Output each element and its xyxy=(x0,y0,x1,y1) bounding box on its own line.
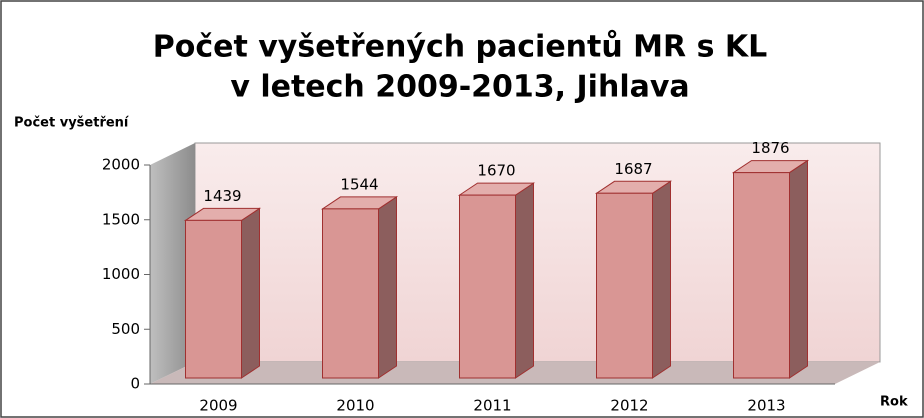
bar-front xyxy=(459,194,516,379)
data-label: 1439 xyxy=(203,187,241,205)
bar-side xyxy=(789,159,808,379)
y-tick-label: 500 xyxy=(111,320,140,338)
x-tick-label: 2010 xyxy=(336,397,374,415)
bar-side xyxy=(652,180,671,379)
bar-side xyxy=(515,182,534,379)
bar xyxy=(594,180,673,379)
data-label: 1876 xyxy=(751,139,789,157)
bar xyxy=(457,182,536,379)
bar xyxy=(183,207,262,379)
y-axis-label: Počet vyšetření xyxy=(14,116,130,131)
bar xyxy=(731,159,810,379)
y-tick-label: 2000 xyxy=(102,156,140,174)
chart-title: Počet vyšetřených pacientů MR s KL xyxy=(153,29,768,65)
bar xyxy=(320,195,399,379)
y-tick-label: 0 xyxy=(130,375,140,393)
y-tick-label: 1000 xyxy=(102,265,140,283)
bar-front xyxy=(596,192,653,379)
data-label: 1670 xyxy=(477,162,515,180)
bar-front xyxy=(185,219,242,379)
x-tick-label: 2012 xyxy=(610,397,648,415)
x-tick-label: 2011 xyxy=(473,397,511,415)
y-tick-label: 1500 xyxy=(102,210,140,228)
bar-front xyxy=(733,172,790,379)
data-label: 1687 xyxy=(614,160,652,178)
bar-side xyxy=(241,207,260,379)
x-tick-label: 2013 xyxy=(747,397,785,415)
x-axis-label: Rok xyxy=(880,395,908,410)
bar-front xyxy=(322,208,379,379)
x-tick-label: 2009 xyxy=(199,397,237,415)
chart-title: v letech 2009-2013, Jihlava xyxy=(230,70,689,105)
data-label: 1544 xyxy=(340,175,378,193)
side-wall xyxy=(150,143,195,384)
bar-side xyxy=(378,195,397,379)
